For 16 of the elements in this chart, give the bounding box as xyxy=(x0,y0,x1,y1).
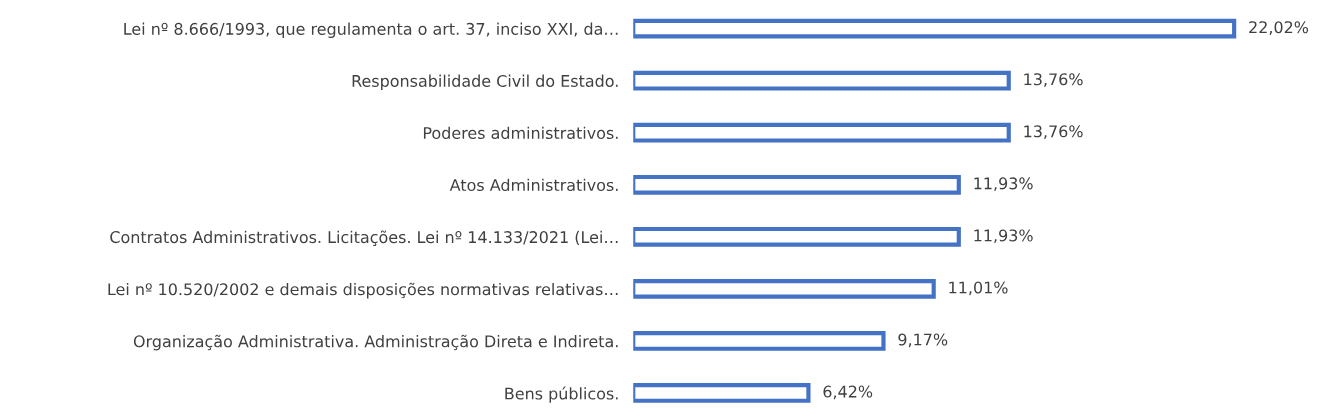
y-tick-label: Poderes administrativos. xyxy=(423,126,618,140)
data-label: 22,02% xyxy=(1249,21,1309,35)
y-tick-label: Organização Administrativa. Administração Direta e Indireta. xyxy=(133,334,618,351)
data-label: 11,93% xyxy=(974,177,1033,192)
data-label: 13,76% xyxy=(1024,73,1083,87)
data-label: 9,17% xyxy=(898,333,948,348)
y-tick-label: Lei nº 10.520/2002 e demais disposições normativas relativas… xyxy=(108,282,618,299)
data-label: 11,93% xyxy=(974,229,1033,244)
y-tick-label: Contratos Administrativos. Licitações. Lei nº 14.133/2021 (Lei… xyxy=(110,230,618,246)
data-label: 13,76% xyxy=(1024,125,1083,139)
y-tick-label: Responsabilidade Civil do Estado. xyxy=(352,74,618,91)
data-label: 6,42% xyxy=(823,385,873,400)
y-tick-label: Lei nº 8.666/1993, que regulamenta o art. 37, inciso XXI, da… xyxy=(124,22,618,39)
y-tick-label: Bens públicos. xyxy=(505,386,618,403)
y-tick-label: Atos Administrativos. xyxy=(449,178,618,192)
data-label: 11,01% xyxy=(949,281,1008,296)
